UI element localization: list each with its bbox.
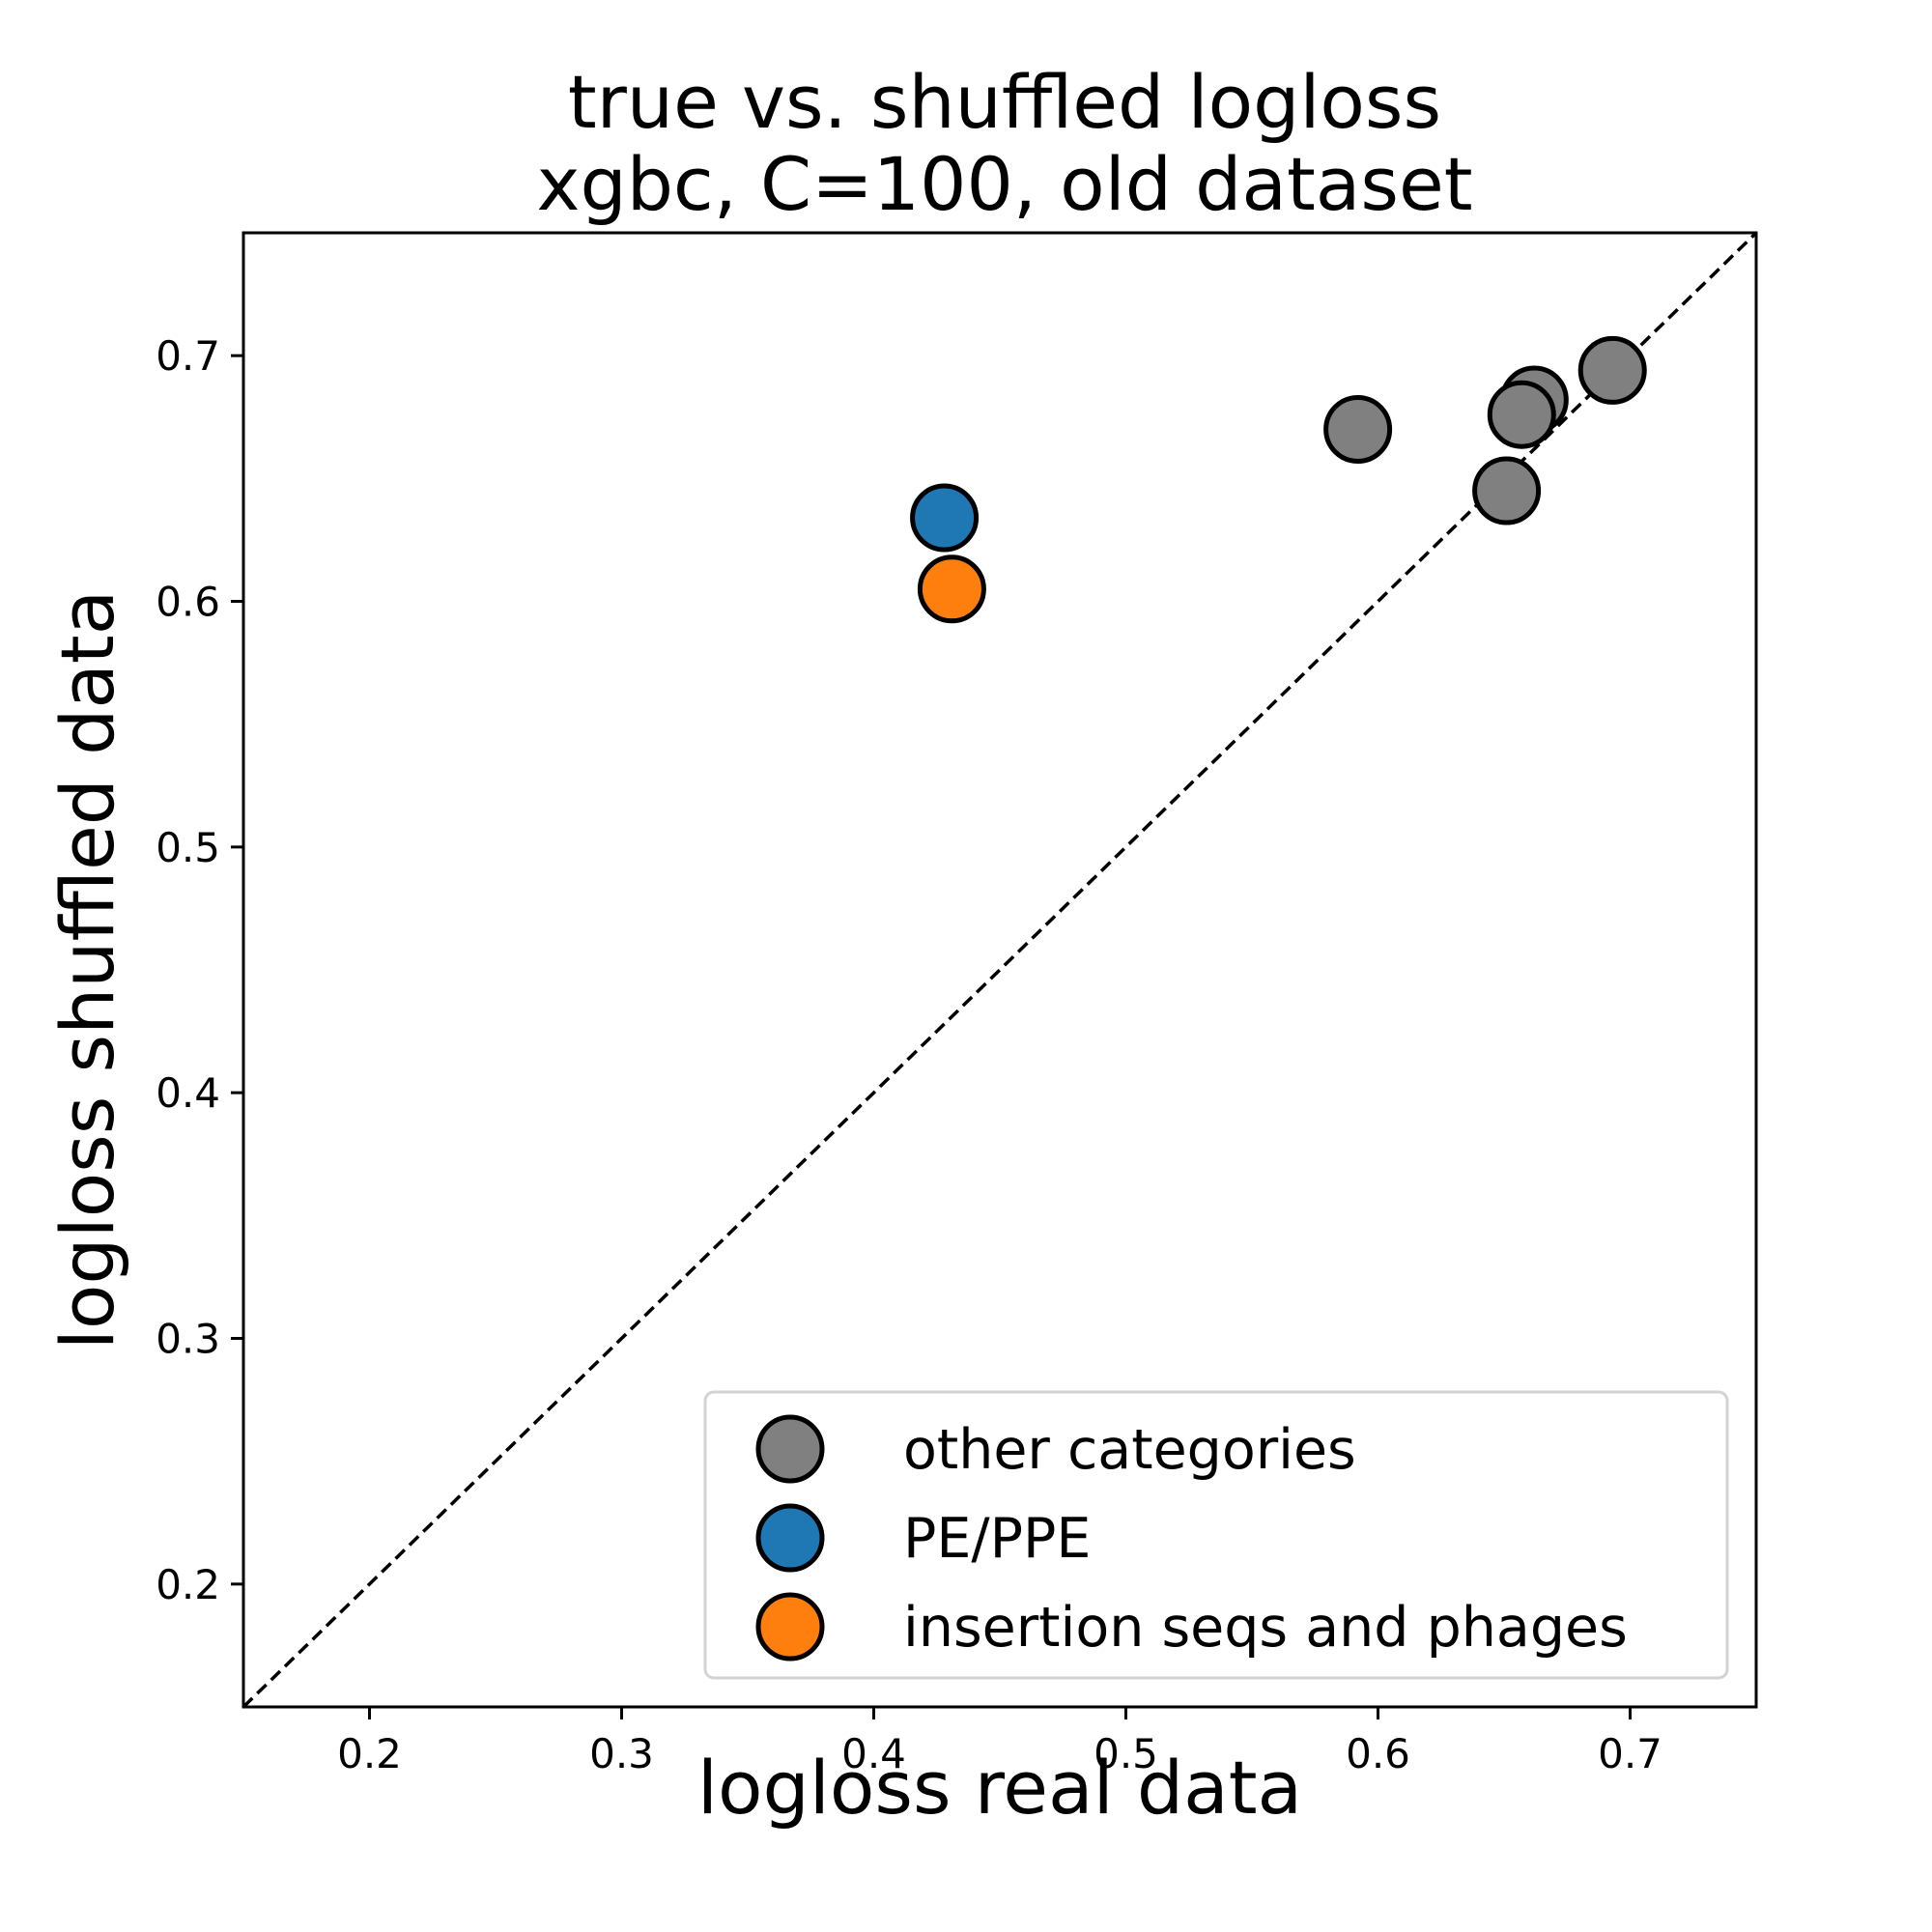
- y-tick-label: 0.7: [156, 332, 220, 380]
- data-point: [1577, 335, 1647, 405]
- y-tick-label: 0.2: [156, 1561, 220, 1608]
- x-tick-label: 0.7: [1598, 1730, 1662, 1777]
- x-tick-label: 0.4: [841, 1730, 906, 1777]
- x-axis-label: logloss real data: [697, 1745, 1302, 1831]
- y-tick-label: 0.3: [156, 1316, 220, 1363]
- data-point: [1323, 394, 1393, 464]
- y-tick-label: 0.5: [156, 824, 220, 871]
- y-axis-label: logloss shuffled data: [44, 590, 130, 1350]
- x-tick-label: 0.2: [337, 1730, 402, 1777]
- data-point: [1472, 456, 1542, 526]
- chart-title-line-1: true vs. shuffled logloss: [568, 59, 1441, 145]
- legend-items: other categories PE/PPE insertion seqs and…: [755, 1414, 1628, 1662]
- legend-label: insertion seqs and phages: [903, 1596, 1628, 1660]
- plot-area-frame: [242, 231, 1758, 1709]
- legend-marker: [755, 1592, 825, 1662]
- data-point: [1487, 380, 1556, 449]
- y-tick-label: 0.4: [156, 1069, 220, 1117]
- chart-title-line-2: xgbc, C=100, old dataset: [536, 141, 1472, 227]
- y-axis-ticks: 0.2 0.3 0.4 0.5 0.6 0.7: [156, 332, 243, 1608]
- x-tick-label: 0.3: [589, 1730, 654, 1777]
- x-axis-ticks: 0.2 0.3 0.4 0.5 0.6 0.7: [337, 1707, 1662, 1777]
- data-point: [910, 483, 980, 553]
- legend-box: [703, 1390, 1729, 1680]
- x-tick-label: 0.5: [1094, 1730, 1158, 1777]
- legend-marker: [755, 1414, 825, 1484]
- y-tick-label: 0.6: [156, 579, 220, 626]
- legend: other categories PE/PPE insertion seqs and…: [703, 1390, 1729, 1680]
- legend-label: other categories: [903, 1418, 1356, 1482]
- x-tick-label: 0.6: [1346, 1730, 1410, 1777]
- points-layer: [910, 335, 1647, 624]
- legend-label: PE/PPE: [903, 1507, 1091, 1571]
- data-point: [917, 554, 986, 624]
- legend-marker: [755, 1503, 825, 1573]
